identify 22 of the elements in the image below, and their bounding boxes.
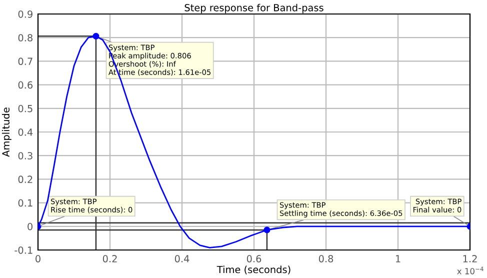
x-tick-label: 1 <box>396 255 400 262</box>
y-tick-label: 0.2 <box>18 176 32 184</box>
y-tick-label: 0.9 <box>18 10 32 18</box>
chart-title: Step response for Band-pass <box>184 4 324 14</box>
y-tick-label: 0 <box>28 222 32 230</box>
y-tick-label: 0.1 <box>18 199 32 207</box>
x-tick-label: 0.8 <box>318 255 334 262</box>
x-tick-label: 0 <box>36 255 40 262</box>
y-tick-label: 0.7 <box>18 58 32 66</box>
x-tick-label: 1.2 <box>463 255 477 262</box>
x-tick-label: 0.2 <box>102 255 117 262</box>
x-axis-title: Time (seconds) <box>216 266 290 274</box>
y-tick-label: 0.6 <box>18 81 33 89</box>
y-axis-title: Amplitude <box>2 108 12 157</box>
x-tick-label: 0.6 <box>246 255 262 262</box>
text: x 10$^{−4}$ <box>457 266 484 274</box>
y-tick-label: -0.1 <box>14 246 32 254</box>
x-tick-label: 0.4 <box>174 255 190 262</box>
y-tick-label: 0.8 <box>18 34 32 42</box>
y-tick-label: 0.4 <box>18 128 33 136</box>
y-tick-label: 0.3 <box>18 152 32 160</box>
y-tick-label: 0.5 <box>18 104 32 112</box>
